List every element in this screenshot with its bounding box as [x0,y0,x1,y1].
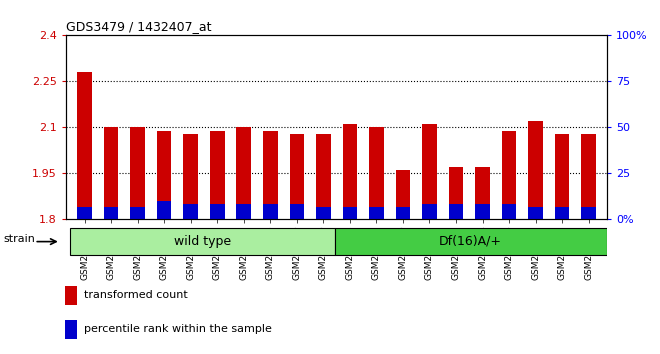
Bar [236,204,251,219]
Bar [528,207,543,219]
Bar [343,124,357,219]
FancyBboxPatch shape [335,228,607,255]
Bar [502,204,516,219]
Text: strain: strain [3,234,35,244]
Bar [395,207,411,219]
Bar [157,201,172,219]
Bar [316,133,331,219]
Bar [65,320,77,339]
Bar [130,207,145,219]
Bar [104,207,118,219]
Bar [130,127,145,219]
Bar [449,167,463,219]
Text: percentile rank within the sample: percentile rank within the sample [84,324,272,335]
Bar [236,127,251,219]
Bar [395,170,411,219]
Bar [475,167,490,219]
Text: wild type: wild type [174,234,231,247]
Text: GDS3479 / 1432407_at: GDS3479 / 1432407_at [66,20,211,33]
Bar [77,72,92,219]
Bar [555,133,570,219]
Bar [422,124,437,219]
Bar [183,133,198,219]
Bar [104,127,118,219]
Bar [581,133,596,219]
Bar [263,204,278,219]
Bar [263,131,278,219]
Bar [77,207,92,219]
Bar [449,204,463,219]
Bar [157,131,172,219]
Bar [369,207,383,219]
Text: Df(16)A/+: Df(16)A/+ [439,234,502,247]
Bar [316,207,331,219]
Bar [581,207,596,219]
Bar [369,127,383,219]
Bar [210,131,224,219]
FancyBboxPatch shape [70,228,335,255]
Bar [290,133,304,219]
Bar [475,204,490,219]
Bar [343,207,357,219]
Bar [528,121,543,219]
Bar [555,207,570,219]
Bar [210,204,224,219]
Bar [290,204,304,219]
Bar [502,131,516,219]
Bar [422,204,437,219]
Text: transformed count: transformed count [84,290,188,301]
Bar [183,204,198,219]
Bar [65,286,77,305]
